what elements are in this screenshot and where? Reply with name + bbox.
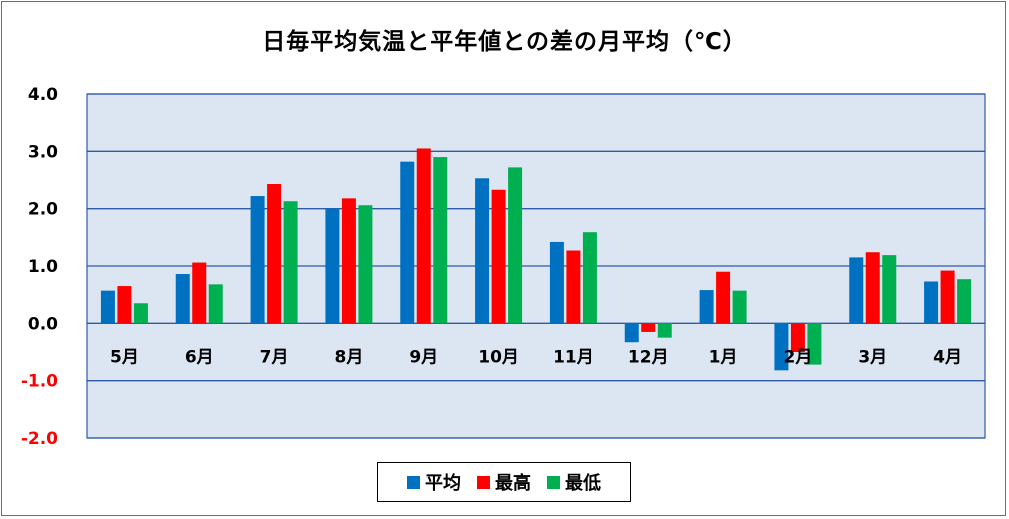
y-tick-label: 3.0 <box>28 142 58 162</box>
legend-item-min: 最低 <box>547 469 601 495</box>
bar <box>865 252 880 324</box>
legend-label-avg: 平均 <box>425 473 461 494</box>
x-tick-label: 9月 <box>409 347 438 367</box>
x-tick-label: 12月 <box>628 347 669 367</box>
bar <box>400 161 415 324</box>
x-tick-label: 10月 <box>478 347 519 367</box>
x-tick-label: 6月 <box>185 347 214 367</box>
legend-item-max: 最高 <box>477 469 531 495</box>
bar <box>341 198 356 324</box>
bar <box>267 184 282 324</box>
bar <box>208 284 223 324</box>
x-tick-label: 3月 <box>858 347 887 367</box>
bar <box>774 323 789 371</box>
bar <box>924 281 939 324</box>
x-tick-label: 5月 <box>110 347 139 367</box>
bar <box>699 290 714 324</box>
bar <box>882 255 897 324</box>
x-tick-label: 8月 <box>334 347 363 367</box>
bar <box>732 290 747 324</box>
bar <box>416 148 431 324</box>
chart-legend: 平均 最高 最低 <box>377 462 631 502</box>
bar <box>250 196 265 324</box>
x-tick-label: 2月 <box>783 347 812 367</box>
x-tick-label: 4月 <box>933 347 962 367</box>
bar <box>192 262 207 324</box>
bar <box>358 205 373 324</box>
legend-swatch-min <box>547 475 560 489</box>
bar <box>325 208 340 324</box>
x-tick-label: 11月 <box>553 347 594 367</box>
bar <box>624 323 639 343</box>
chart-title: 日毎平均気温と平年値との差の月平均（℃） <box>262 29 747 55</box>
x-tick-label: 7月 <box>260 347 289 367</box>
bar <box>807 323 822 365</box>
legend-item-avg: 平均 <box>407 469 461 495</box>
legend-label-max: 最高 <box>495 473 531 494</box>
bar <box>100 290 115 324</box>
bar <box>549 241 564 324</box>
y-tick-label: 1.0 <box>28 257 58 277</box>
y-tick-label: 4.0 <box>28 85 58 105</box>
y-tick-label: 2.0 <box>28 200 58 220</box>
bar <box>566 250 581 324</box>
legend-swatch-max <box>477 475 490 489</box>
y-tick-label: -2.0 <box>21 429 58 449</box>
legend-swatch-avg <box>407 475 420 489</box>
bar <box>133 303 148 324</box>
bar <box>716 271 731 324</box>
y-tick-label: 0.0 <box>28 314 58 334</box>
bar <box>508 167 523 324</box>
legend-label-min: 最低 <box>565 473 601 494</box>
x-tick-label: 1月 <box>709 347 738 367</box>
bar <box>657 323 672 338</box>
bar <box>790 323 805 352</box>
bar <box>491 189 506 324</box>
bar <box>283 201 298 324</box>
bar <box>582 232 597 324</box>
bar <box>117 286 132 324</box>
bar <box>175 274 190 324</box>
bar <box>957 279 972 324</box>
bar <box>641 323 656 332</box>
bar <box>849 257 864 324</box>
bar <box>940 270 955 324</box>
bar <box>475 178 490 324</box>
bar <box>433 157 448 324</box>
y-tick-label: -1.0 <box>21 372 58 392</box>
